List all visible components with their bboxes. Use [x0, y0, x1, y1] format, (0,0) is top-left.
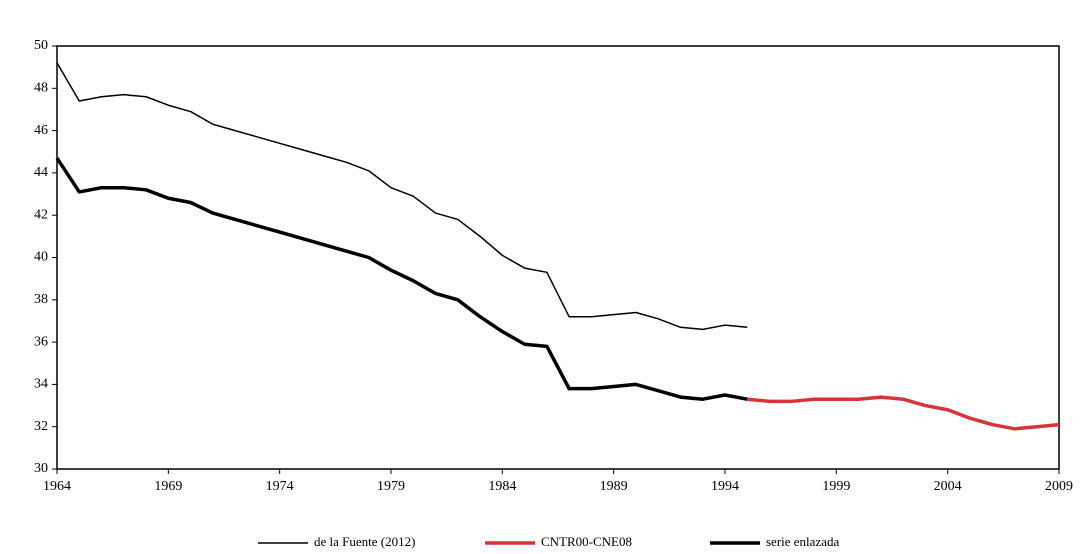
y-tick-label: 30: [34, 461, 48, 476]
x-tick-label: 1969: [154, 479, 182, 494]
x-tick-label: 1994: [711, 479, 739, 494]
plot-frame: [56, 45, 1060, 470]
series-line: [747, 395, 1060, 431]
y-tick-label: 40: [34, 250, 48, 265]
y-tick-label: 48: [34, 81, 48, 96]
y-tick-label: 34: [34, 377, 48, 392]
x-tick-label: 2009: [1045, 479, 1073, 494]
legend-label: CNTR00-CNE08: [541, 534, 632, 549]
series-line: [56, 62, 748, 331]
x-tick-label: 2004: [934, 479, 962, 494]
y-tick-label: 50: [34, 38, 48, 53]
x-tick-label: 1964: [43, 479, 71, 494]
y-tick-label: 46: [34, 123, 48, 138]
x-tick-label: 1974: [266, 479, 294, 494]
x-tick-label: 1984: [488, 479, 516, 494]
y-tick-label: 36: [34, 334, 48, 349]
y-tick-label: 38: [34, 292, 48, 307]
y-tick-label: 42: [34, 207, 48, 222]
legend-label: serie enlazada: [766, 534, 839, 549]
x-tick-label: 1989: [600, 479, 628, 494]
series-line: [55, 157, 748, 401]
legend: de la Fuente (2012) CNTR00-CNE08 serie enl…: [258, 534, 839, 549]
y-tick-label: 44: [34, 165, 48, 180]
x-tick-label: 1979: [377, 479, 405, 494]
y-tick-label: 32: [34, 419, 48, 434]
legend-label: de la Fuente (2012): [314, 534, 415, 549]
x-tick-label: 1999: [822, 479, 850, 494]
